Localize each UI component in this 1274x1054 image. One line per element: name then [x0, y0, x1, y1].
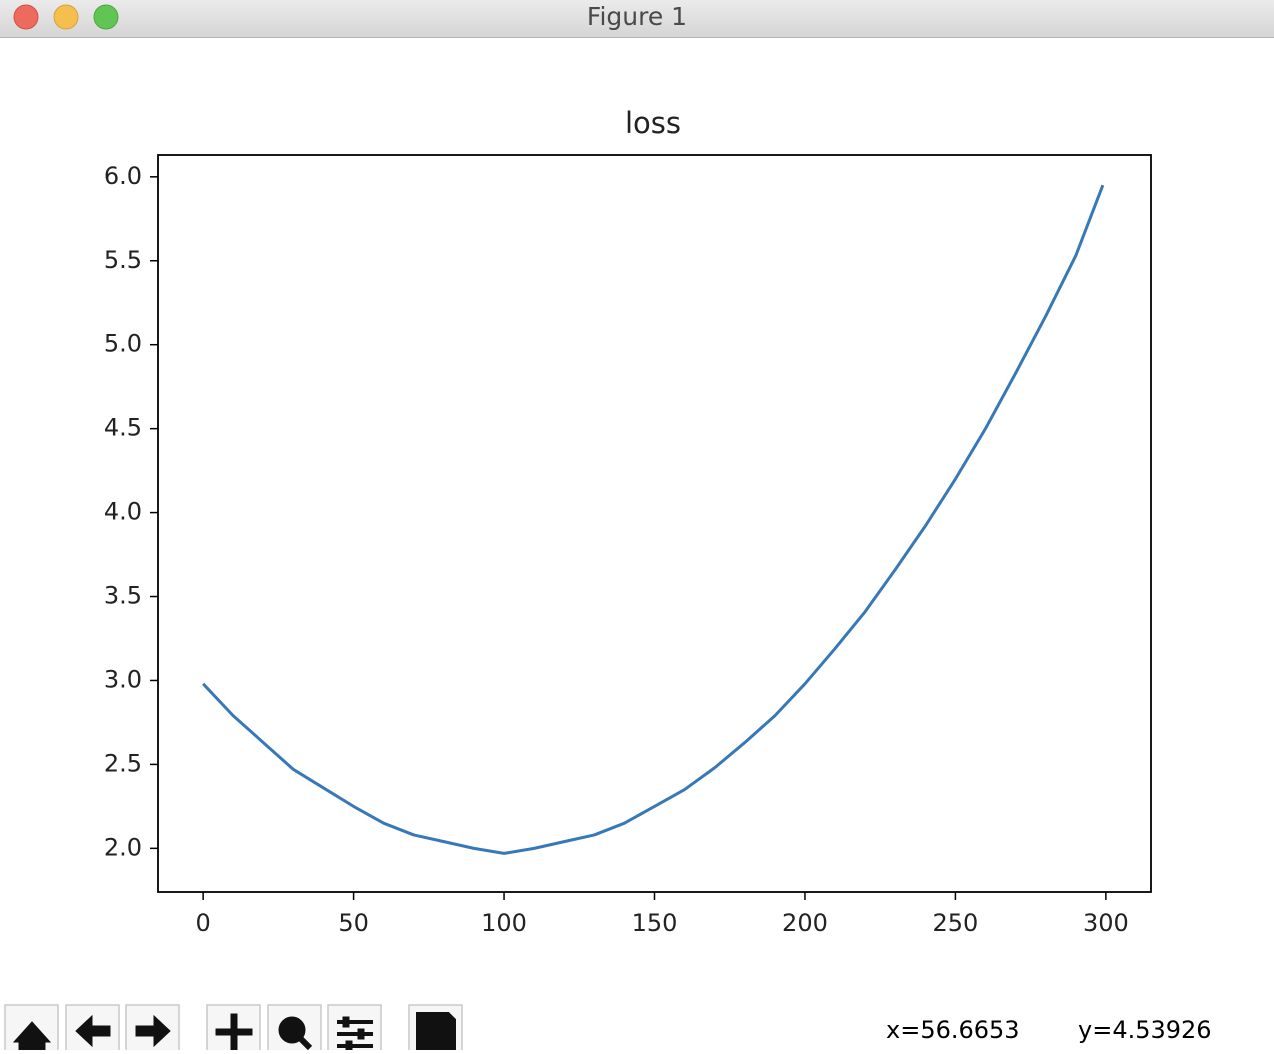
- back-button[interactable]: [65, 1004, 120, 1054]
- zoom-button[interactable]: [93, 4, 119, 30]
- x-tick-label: 50: [338, 909, 369, 937]
- y-tick-label: 5.0: [104, 330, 142, 358]
- forward-button[interactable]: [125, 1004, 180, 1054]
- axes-frame: [157, 154, 1152, 893]
- x-tick-label: 150: [632, 909, 678, 937]
- home-button[interactable]: [4, 1004, 59, 1054]
- title-bar: [0, 0, 1274, 37]
- close-button[interactable]: [13, 4, 39, 30]
- y-tick-label: 5.5: [104, 246, 142, 274]
- pan-button[interactable]: [206, 1004, 261, 1054]
- loss-line: [202, 184, 1105, 855]
- x-tick-label: 200: [782, 909, 828, 937]
- window-title: Figure 1: [587, 2, 687, 31]
- save-button[interactable]: [408, 1004, 463, 1054]
- cursor-x: x=56.6653: [886, 1016, 1020, 1044]
- cursor-y: y=4.53926: [1078, 1016, 1212, 1044]
- minimize-button[interactable]: [53, 4, 79, 30]
- y-tick-label: 6.0: [104, 162, 142, 190]
- x-tick-label: 250: [933, 909, 979, 937]
- y-tick-label: 4.5: [104, 414, 142, 442]
- zoom-tool-button[interactable]: [267, 1004, 322, 1054]
- toolbar: [4, 1004, 463, 1054]
- y-tick-label: 3.5: [104, 582, 142, 610]
- y-tick-label: 2.5: [104, 749, 142, 777]
- y-tick-label: 3.0: [104, 665, 142, 693]
- chart-title: loss: [625, 106, 681, 140]
- y-tick-label: 2.0: [104, 833, 142, 861]
- y-tick-label: 4.0: [104, 498, 142, 526]
- x-tick-label: 0: [195, 909, 210, 937]
- configure-button[interactable]: [327, 1004, 382, 1054]
- x-tick-label: 100: [481, 909, 527, 937]
- x-tick-label: 300: [1083, 909, 1129, 937]
